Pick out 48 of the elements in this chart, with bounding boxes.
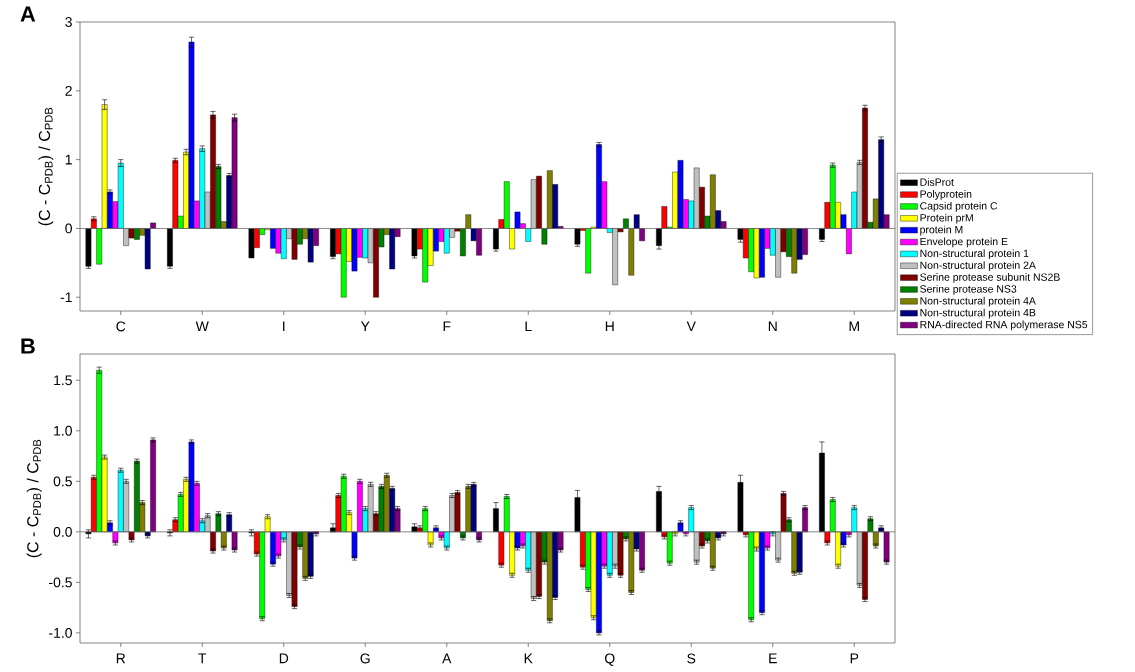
legend-label: Non-structural protein 4B	[920, 308, 1036, 319]
x-tick-label: E	[769, 653, 777, 664]
x-tick-label: P	[850, 653, 859, 664]
legend-label: DisProt	[920, 178, 954, 186]
legend-label: Polyprotein	[920, 190, 972, 200]
legend-label: Non-structural protein 4A	[920, 296, 1036, 307]
legend-label: Envelope protein E	[920, 237, 1008, 248]
y-axis-title: (C - C$_{PDB}$) / C$_{PDB}$	[38, 107, 54, 226]
x-tick-label: N	[768, 321, 777, 332]
x-tick-label: H	[605, 321, 614, 332]
y-tick-label: 2	[65, 85, 72, 96]
x-tick-label: K	[524, 653, 533, 664]
x-tick-label: T	[198, 653, 207, 664]
legend-label: Serine protease subunit NS2B	[920, 273, 1060, 283]
y-axis-title: (C - C$_{PDB}$) / C$_{PDB}$	[26, 439, 42, 558]
x-tick-label: A	[442, 653, 452, 664]
y-tick-label: 1	[65, 154, 72, 165]
y-tick-label: -1	[60, 292, 72, 303]
y-tick-label: -1.0	[49, 627, 72, 638]
legend-label: Non-structural protein 1	[920, 249, 1029, 260]
x-tick-label: W	[195, 321, 209, 332]
y-tick-label: 0.0	[53, 526, 72, 537]
x-tick-label: G	[360, 653, 370, 664]
y-tick-label: 1.0	[54, 425, 72, 436]
legend-label: Serine protease NS3	[920, 284, 1017, 295]
chart-title: A	[20, 6, 36, 22]
chart-title: B	[21, 338, 35, 354]
x-tick-label: Y	[360, 321, 370, 332]
y-tick-label: -0.5	[49, 577, 72, 588]
x-tick-label: C	[116, 321, 126, 332]
x-tick-label: Q	[604, 653, 615, 666]
x-tick-label: R	[116, 653, 126, 664]
legend-label: Protein prM	[920, 213, 973, 224]
y-tick-label: 0	[65, 223, 72, 234]
y-tick-label: 3	[65, 17, 72, 27]
x-tick-label: F	[443, 321, 451, 332]
y-tick-label: 1.5	[54, 375, 72, 386]
y-tick-label: 0.5	[53, 476, 72, 487]
legend-label: protein M	[920, 225, 963, 236]
legend-label: Capsid protein C	[920, 201, 998, 212]
x-tick-label: D	[279, 653, 289, 664]
x-tick-label: V	[686, 321, 696, 332]
x-tick-label: L	[525, 321, 532, 332]
legend-label: Non-structural protein 2A	[920, 261, 1036, 271]
legend-label: RNA-directed RNA polymerase NS5	[920, 320, 1088, 331]
x-tick-label: M	[849, 321, 859, 332]
x-tick-label: I	[283, 321, 285, 332]
x-tick-label: S	[687, 653, 696, 664]
